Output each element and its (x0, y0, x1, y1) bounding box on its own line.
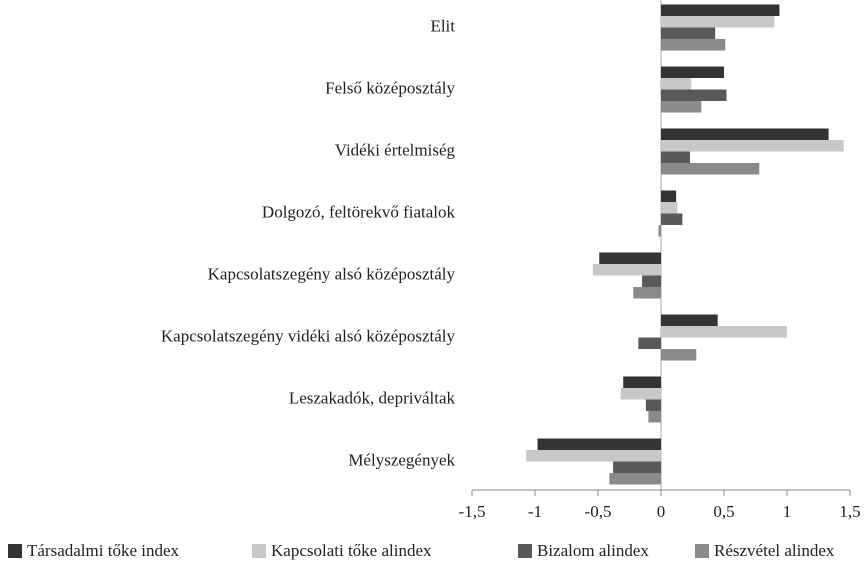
bar (661, 4, 780, 16)
legend-swatch (695, 544, 709, 558)
legend-label: Társadalmi tőke index (27, 541, 180, 560)
legend-swatch (518, 544, 532, 558)
bar (661, 16, 775, 28)
bar (661, 101, 702, 113)
bar (661, 202, 678, 214)
legend-swatch (252, 544, 266, 558)
x-tick-label: 1 (783, 502, 792, 521)
bar (638, 337, 661, 349)
bar (661, 78, 692, 90)
category-label: Kapcsolatszegény vidéki alsó középosztál… (161, 326, 456, 345)
bar (599, 252, 661, 264)
bar (661, 27, 716, 39)
category-label: Kapcsolatszegény alsó középosztály (208, 264, 456, 283)
x-tick-label: 0,5 (713, 502, 734, 521)
category-label: Mélyszegények (348, 450, 455, 469)
bar (658, 225, 661, 237)
category-label: Felső középosztály (325, 78, 455, 97)
bar (613, 461, 661, 473)
category-label: Elit (430, 16, 455, 35)
bar (661, 314, 718, 326)
bar (661, 66, 724, 78)
bar (620, 388, 661, 400)
bar (609, 473, 661, 485)
bar (633, 287, 661, 299)
bar (661, 39, 726, 51)
bar (537, 438, 661, 450)
bar (661, 89, 727, 101)
x-tick-label: 0 (657, 502, 666, 521)
legend-label: Részvétel alindex (714, 541, 835, 560)
bar (661, 213, 683, 225)
legend-label: Kapcsolati tőke alindex (271, 541, 432, 560)
x-tick-label: -0,5 (585, 502, 612, 521)
category-label: Leszakadók, depriváltak (289, 388, 456, 407)
bar (526, 450, 661, 462)
x-tick-label: 1,5 (839, 502, 860, 521)
x-tick-label: -1 (528, 502, 542, 521)
bar (661, 349, 697, 361)
bar (623, 376, 661, 388)
x-tick-label: -1,5 (459, 502, 486, 521)
bar (642, 275, 661, 287)
bar (645, 399, 661, 411)
bar (661, 128, 829, 140)
legend-label: Bizalom alindex (537, 541, 649, 560)
bar (661, 190, 677, 202)
legend-swatch (8, 544, 22, 558)
bar (592, 264, 661, 276)
bar (648, 411, 661, 423)
bar (661, 140, 844, 152)
bar (661, 163, 760, 175)
bar (661, 151, 690, 163)
category-label: Dolgozó, feltörekvő fiatalok (262, 202, 456, 221)
bar (661, 326, 787, 338)
category-label: Vidéki értelmiség (335, 140, 456, 159)
